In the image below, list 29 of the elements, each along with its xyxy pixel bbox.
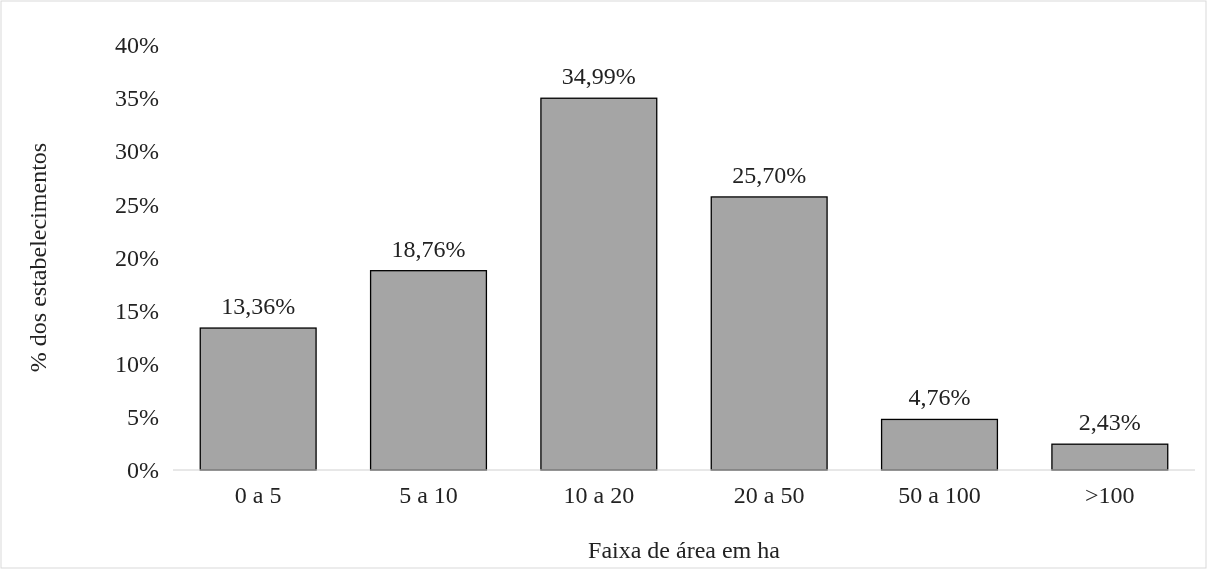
data-label: 25,70% [732,161,807,188]
x-tick-label: 50 a 100 [898,482,981,509]
data-label: 4,76% [908,384,971,411]
x-tick-label: 20 a 50 [733,482,805,509]
y-tick-label: 35% [115,85,159,112]
y-tick-label: 25% [115,191,159,218]
data-label: 18,76% [391,235,466,262]
y-tick-label: 40% [115,32,159,59]
y-tick-label: 10% [115,350,159,377]
y-axis-title: % dos estabelecimentos [25,142,51,373]
bar [540,97,658,471]
y-tick-label: 20% [115,244,159,271]
x-tick-label: >100 [1085,482,1135,509]
data-label: 13,36% [221,293,296,320]
data-label: 2,43% [1078,409,1141,436]
x-axis-title: Faixa de área em ha [588,537,781,563]
bar [1051,443,1169,471]
x-tick-label: 5 a 10 [399,482,458,509]
y-tick-label: 5% [127,404,159,431]
bar [199,327,317,471]
y-tick-label: 15% [115,297,159,324]
bar [710,196,828,471]
bar [369,270,488,471]
bar [880,418,999,471]
y-tick-label: 30% [115,138,159,165]
x-tick-label: 0 a 5 [234,482,282,509]
data-label: 34,99% [561,63,636,90]
x-tick-label: 10 a 20 [563,482,635,509]
y-tick-label: 0% [127,457,159,484]
